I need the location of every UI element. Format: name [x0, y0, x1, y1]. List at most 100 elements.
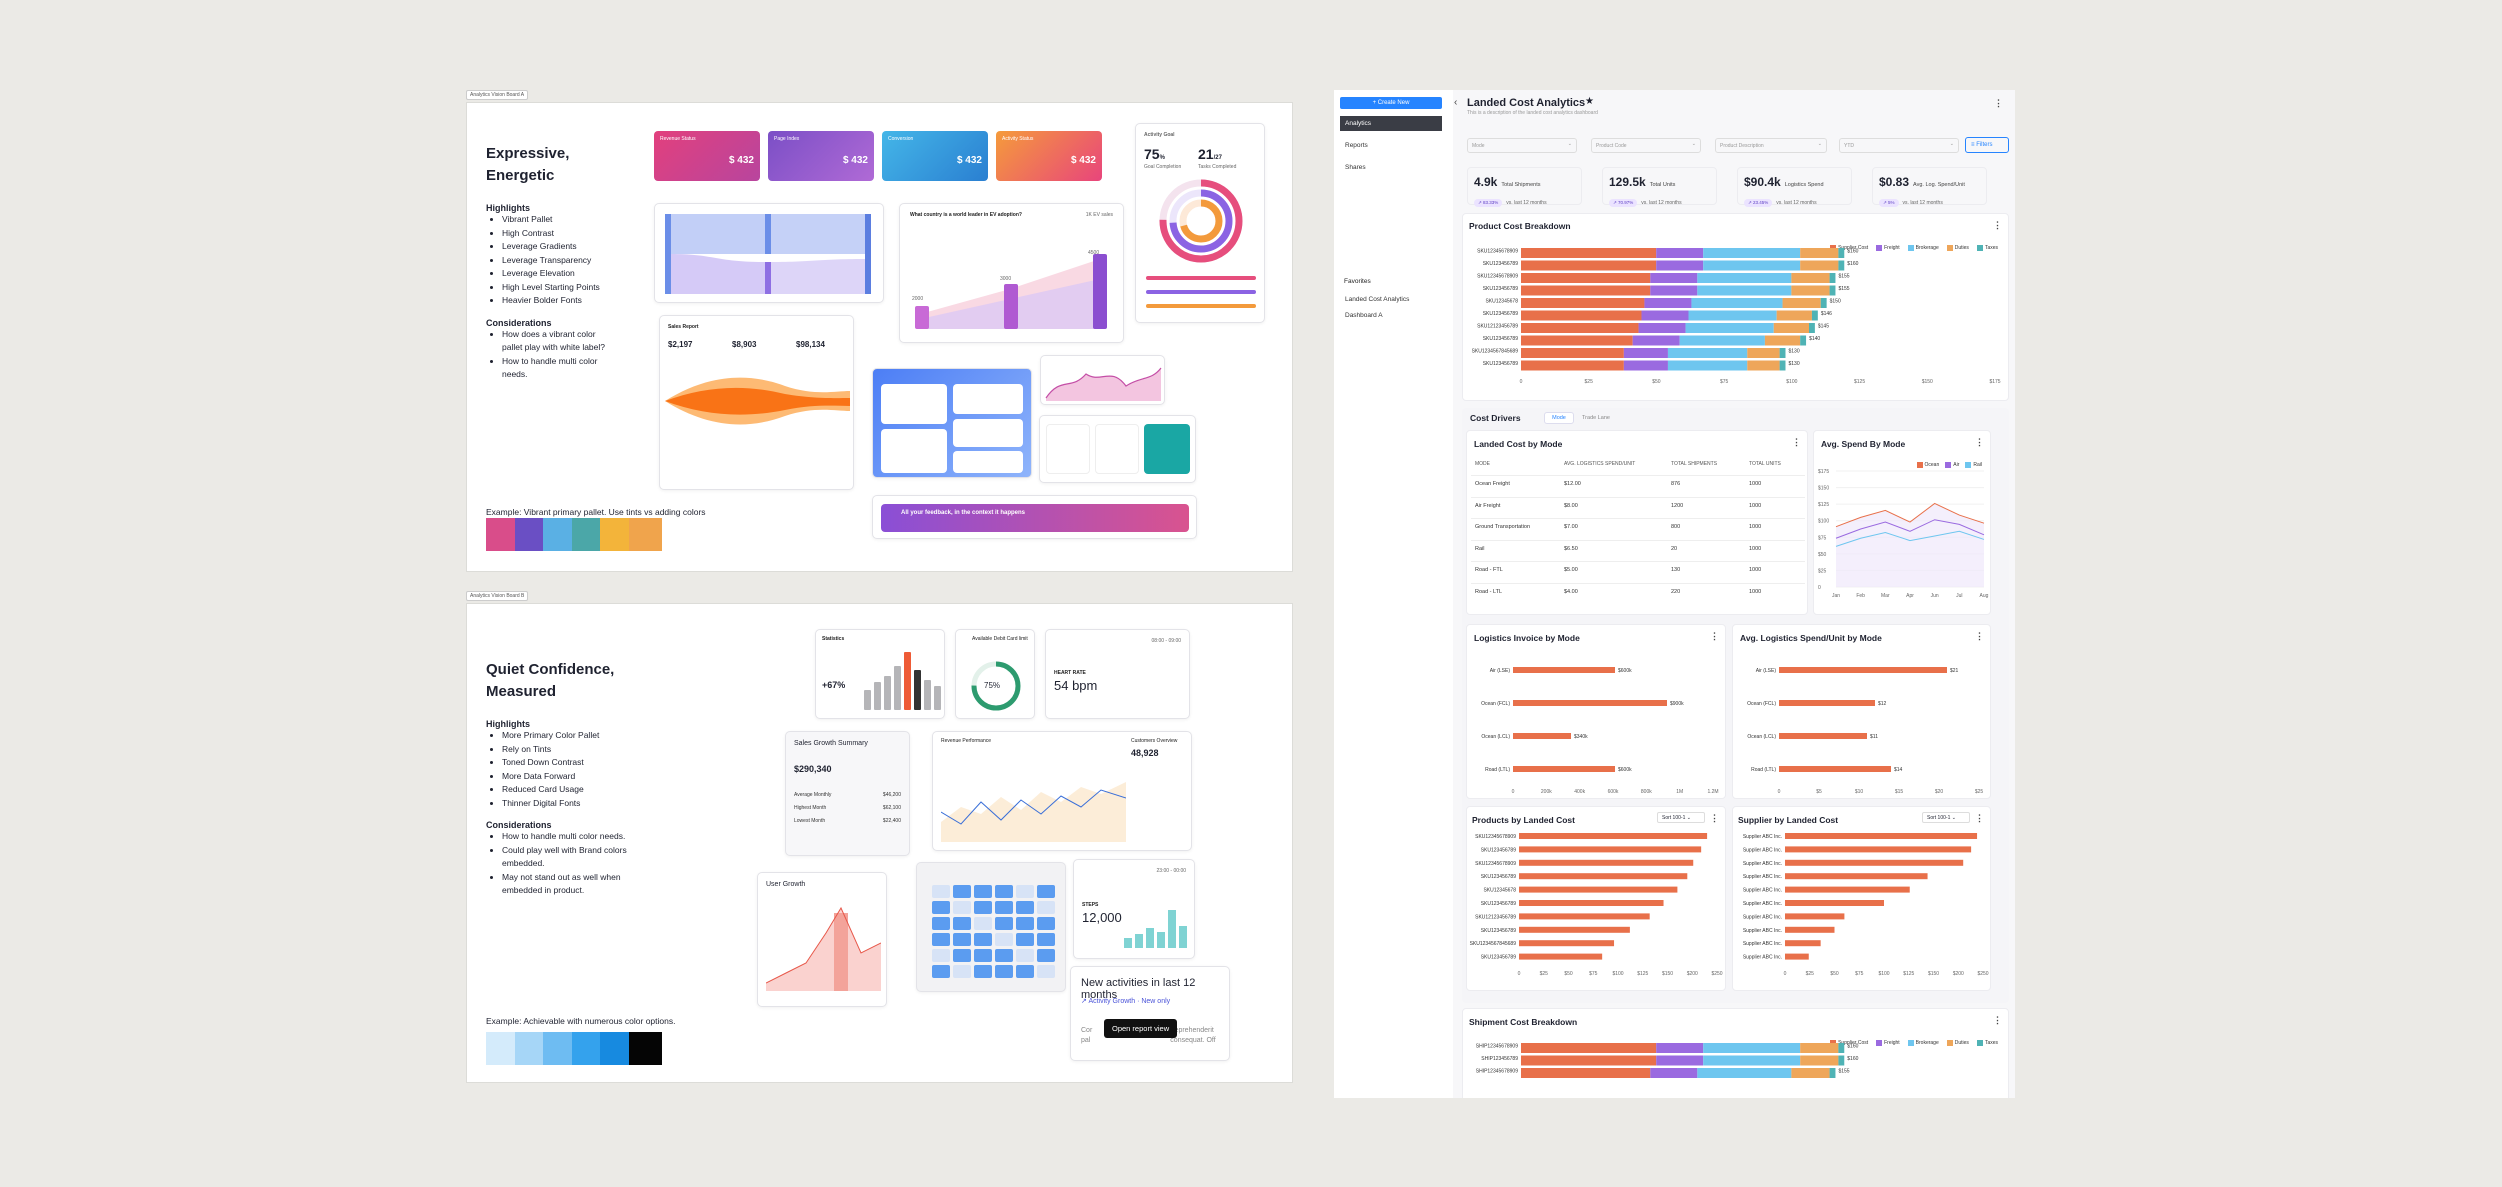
- board-a-title: Expressive, Energetic: [486, 145, 570, 184]
- bar-label: Road (LTL): [1485, 767, 1510, 773]
- create-new-button[interactable]: + Create New: [1340, 97, 1442, 109]
- stack-segment: [1779, 360, 1786, 371]
- card-menu-icon[interactable]: ⋮: [1710, 813, 1719, 823]
- landed-cost-by-mode-title: Landed Cost by Mode: [1474, 439, 1563, 449]
- bar-label: SKU12123456789: [1475, 914, 1516, 920]
- consideration-item: Could play well with Brand colors embedd…: [502, 844, 646, 871]
- stack-segment: [1829, 1068, 1836, 1078]
- table-row[interactable]: [1471, 539, 1805, 558]
- axis-tick: Apr: [1906, 593, 1914, 599]
- highlight-item: Leverage Elevation: [502, 267, 606, 281]
- filters-button[interactable]: ≡ Filters: [1965, 137, 2009, 153]
- board-b-highlights: More Primary Color PalletRely on TintsTo…: [502, 729, 646, 810]
- supplier-sort-select[interactable]: Sort 100-1 ⌄: [1922, 812, 1970, 823]
- mock-stat-bar: [914, 670, 921, 710]
- table-row[interactable]: [1471, 475, 1805, 493]
- filter-label: Product Description: [1720, 143, 1764, 149]
- bar: [1779, 667, 1947, 673]
- page-subtitle: This is a description of the landed cost…: [1467, 110, 1598, 116]
- favorites-heading: Favorites: [1344, 278, 1371, 285]
- mock-ev-chart: What country is a world leader in EV ado…: [899, 203, 1124, 343]
- stack-segment: [1829, 285, 1836, 296]
- axis-tick: $50: [1818, 552, 1827, 558]
- sidebar-item-analytics[interactable]: Analytics: [1340, 116, 1442, 131]
- axis-tick: $50: [1564, 971, 1573, 977]
- bar-label: Supplier ABC Inc.: [1743, 914, 1782, 920]
- bar-label: Supplier ABC Inc.: [1743, 901, 1782, 907]
- axis-tick: $75: [1818, 535, 1827, 541]
- bar: [1513, 700, 1667, 706]
- axis-tick: $5: [1816, 789, 1822, 795]
- bar-value: $14: [1894, 767, 1903, 773]
- heatmap-cell: [974, 933, 992, 946]
- table-row[interactable]: [1471, 518, 1805, 536]
- page-menu-icon[interactable]: ⋮: [1994, 98, 2003, 108]
- trend-up-icon: ↗: [1478, 200, 1484, 205]
- axis-tick: $100: [1786, 379, 1797, 385]
- card-menu-icon[interactable]: ⋮: [1975, 437, 1984, 447]
- card-menu-icon[interactable]: ⋮: [1993, 1015, 2002, 1025]
- heatmap-cell: [1037, 949, 1055, 962]
- table-cell: 1000: [1749, 524, 1762, 530]
- bar: [1519, 846, 1702, 853]
- filter-select[interactable]: YTD ⌄: [1839, 138, 1959, 153]
- supplier-by-landed-title: Supplier by Landed Cost: [1738, 815, 1839, 825]
- color-swatch: [600, 518, 633, 551]
- filter-select[interactable]: Product Description ⌄: [1715, 138, 1827, 153]
- favorite-item[interactable]: Dashboard A: [1345, 312, 1383, 319]
- stack-segment: [1521, 360, 1624, 371]
- card-menu-icon[interactable]: ⋮: [1993, 220, 2002, 230]
- stack-segment: [1656, 1055, 1704, 1066]
- filter-select[interactable]: Mode ⌄: [1467, 138, 1577, 153]
- card-menu-icon[interactable]: ⋮: [1975, 631, 1984, 641]
- tab-mode[interactable]: Mode: [1544, 412, 1574, 424]
- favorite-item[interactable]: Landed Cost Analytics: [1345, 296, 1410, 303]
- avg-spend-unit-chart: Air (LSE) $21 Ocean (FCL) $12 Ocean (LCL) $11…: [1747, 667, 1983, 795]
- product-cost-breakdown-chart: SKU12345678909 $160 SKU123456789 $160 SKU123…: [1472, 248, 2001, 385]
- legend-item: Rail: [1965, 461, 1982, 468]
- card-menu-icon[interactable]: ⋮: [1975, 813, 1984, 823]
- bar-label: Ocean (FCL): [1481, 701, 1510, 707]
- open-report-button[interactable]: Open report view: [1104, 1019, 1178, 1038]
- bar: [1513, 667, 1615, 673]
- axis-tick: $75: [1855, 971, 1864, 977]
- heatmap-cell: [932, 949, 950, 962]
- card-menu-icon[interactable]: ⋮: [1792, 437, 1801, 447]
- board-a-text: Expressive,Energetic Highlights Vibrant …: [486, 143, 606, 382]
- bar: [1785, 900, 1884, 906]
- table-row[interactable]: [1471, 561, 1805, 579]
- sidebar-item-shares[interactable]: Shares: [1345, 164, 1366, 171]
- axis-tick: 0: [1520, 379, 1523, 385]
- axis-tick: $25: [1540, 971, 1549, 977]
- favorite-star-icon[interactable]: ★: [1585, 96, 1594, 107]
- filter-select[interactable]: Product Code ⌄: [1591, 138, 1701, 153]
- axis-tick: $125: [1818, 502, 1829, 508]
- table-row[interactable]: [1471, 496, 1805, 515]
- axis-tick: $200: [1687, 971, 1698, 977]
- stack-segment: [1703, 1043, 1801, 1053]
- table-cell: $12.00: [1564, 481, 1581, 487]
- row-total: $155: [1838, 286, 1849, 292]
- bar: [1785, 940, 1821, 947]
- shipment-breakdown-legend: Supplier Cost Freight Brokerage Duties Taxes: [1822, 1031, 1998, 1049]
- products-sort-select[interactable]: Sort 100-1 ⌄: [1657, 812, 1705, 823]
- avg-spend-unit-by-mode-card: Avg. Logistics Spend/Unit by Mode ⋮ Air …: [1732, 624, 1991, 799]
- sidebar-item-reports[interactable]: Reports: [1345, 142, 1368, 149]
- axis-tick: $150: [1662, 971, 1673, 977]
- row-total: $145: [1818, 324, 1829, 330]
- card-menu-icon[interactable]: ⋮: [1710, 631, 1719, 641]
- stack-segment: [1521, 323, 1639, 333]
- tab-trade-lane[interactable]: Trade Lane: [1582, 415, 1610, 421]
- bar-label: Supplier ABC Inc.: [1743, 928, 1782, 934]
- bar-label: Supplier ABC Inc.: [1743, 834, 1782, 840]
- heatmap-cell: [1016, 949, 1034, 962]
- table-row[interactable]: [1471, 582, 1805, 601]
- mock-stat-cards-panel: Revenue Status $ 432 Page Index $ 432 Conver…: [654, 123, 1124, 193]
- back-chevron-icon[interactable]: ‹: [1454, 97, 1458, 108]
- axis-tick: $150: [1928, 971, 1939, 977]
- board-a-considerations: How does a vibrant color pallet play wit…: [502, 328, 606, 382]
- stack-segment: [1800, 260, 1839, 271]
- bar-label: Supplier ABC Inc.: [1743, 941, 1782, 947]
- table-cell: 1000: [1749, 481, 1762, 487]
- stack-segment: [1632, 335, 1680, 346]
